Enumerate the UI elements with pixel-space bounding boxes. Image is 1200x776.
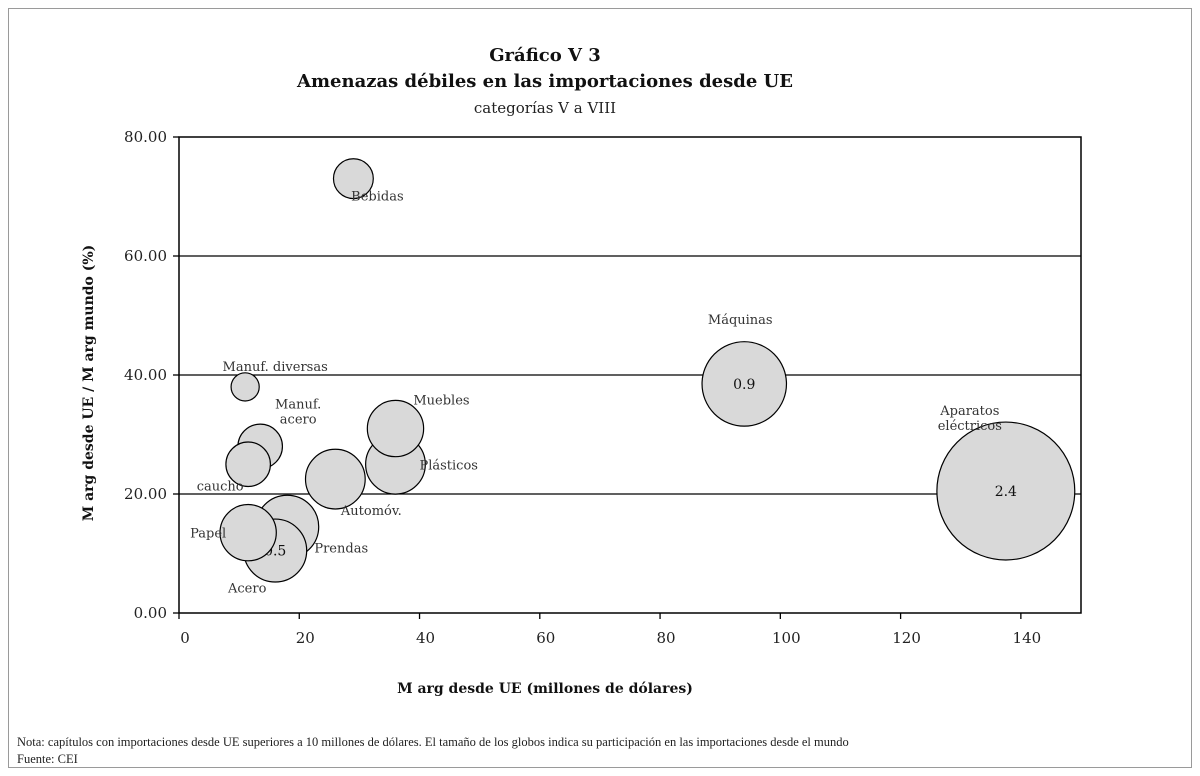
chart-source: Fuente: CEI [17,752,78,766]
bubble-point [701,341,788,427]
bubble-category-label: caucho [197,479,244,494]
x-tick-label: 100 [772,629,801,647]
bubble-category-label: Plásticos [419,458,478,473]
y-axis-label: M arg desde UE / M arg mundo (%) [81,245,97,522]
bubble-category-label: Manuf. diversas [223,360,328,375]
y-tick-label: 40.00 [124,366,167,384]
x-tick-label: 40 [416,629,435,647]
y-tick-label: 0.00 [134,604,167,622]
bubble-point [332,158,374,200]
bubble-category-label: Prendas [314,542,368,557]
bubble-category-label: Máquinas [708,313,773,328]
bubble-category-label: Aparatos eléctricos [938,404,1002,434]
bubble-category-label: Papel [190,527,226,542]
bubble-category-label: Bebidas [351,190,403,205]
bubble-category-label: Manuf. acero [275,397,321,427]
x-axis-label: M arg desde UE (millones de dólares) [397,681,693,697]
x-tick-label: 60 [536,629,555,647]
x-tick-label: 0 [180,629,190,647]
bubble-category-label: Muebles [413,394,469,409]
y-tick-label: 60.00 [124,247,167,265]
bubble-value-label: 2.4 [995,484,1017,500]
bubble-point [304,448,366,510]
chart-subtitle: categorías V a VIII [474,99,616,117]
x-tick-label: 20 [296,629,315,647]
x-tick-label: 80 [657,629,676,647]
bubble-chart: Gráfico V 3 Amenazas débiles en las impo… [17,45,1082,766]
y-tick-label: 80.00 [124,128,167,146]
x-tick-label: 120 [892,629,921,647]
bubble-category-label: Acero [227,582,267,597]
bubble-category-label: Automóv. [340,504,402,519]
bubble-point [366,399,425,458]
y-tick-label: 20.00 [124,485,167,503]
bubble-point [936,421,1076,561]
chart-note: Nota: capítulos con importaciones desde … [17,735,849,749]
bubble-value-label: 0.9 [733,377,755,393]
bubble-point [219,503,277,562]
chart-subtitle-bold: Amenazas débiles en las importaciones de… [296,71,793,92]
x-tick-label: 140 [1013,629,1042,647]
bubble-point [230,372,260,402]
chart-frame: Gráfico V 3 Amenazas débiles en las impo… [8,8,1192,768]
chart-title: Gráfico V 3 [489,45,601,66]
plot-area: 0.00 20.00 40.00 60.00 80.00 0 20 40 60 80 100 120 1… [124,128,1082,647]
bubble-point [225,441,272,488]
